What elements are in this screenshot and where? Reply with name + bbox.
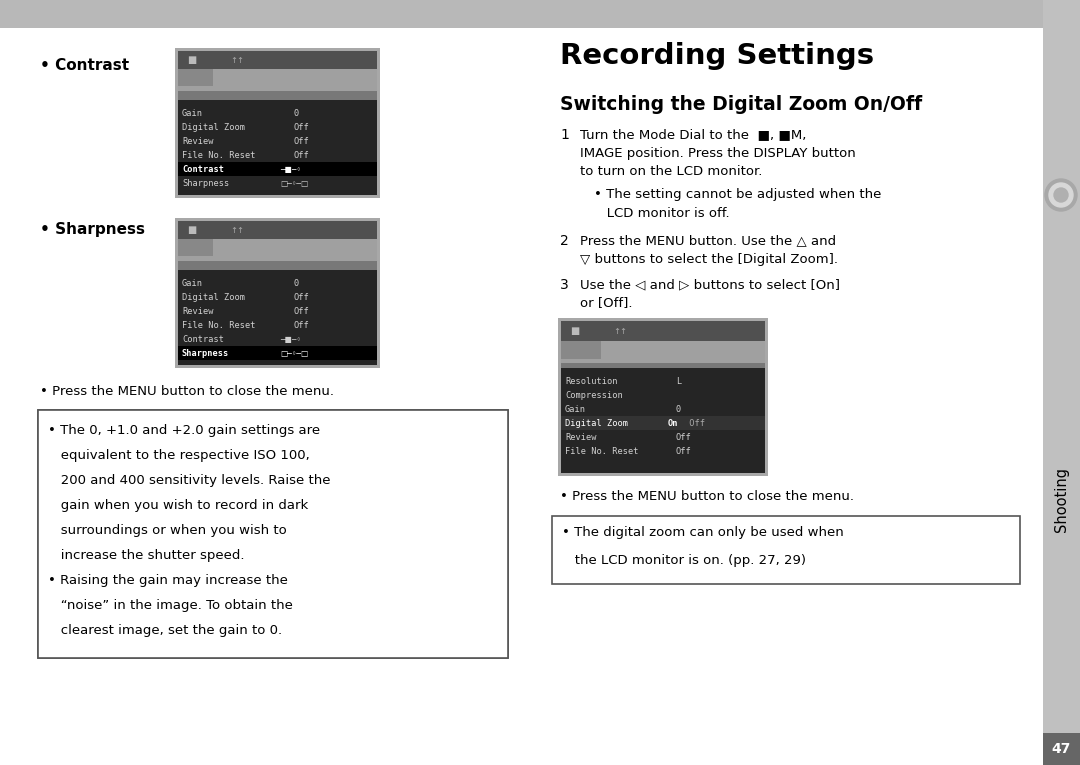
Text: Recording Settings: Recording Settings: [561, 42, 874, 70]
Text: Compression: Compression: [565, 390, 623, 399]
Text: the LCD monitor is on. (pp. 27, 29): the LCD monitor is on. (pp. 27, 29): [562, 554, 806, 567]
Text: Off: Off: [293, 122, 309, 132]
Bar: [561, 321, 765, 341]
Bar: [178, 221, 213, 256]
Text: ↑↑: ↑↑: [613, 327, 627, 336]
Text: File No. Reset: File No. Reset: [183, 151, 256, 159]
Text: L: L: [676, 376, 681, 386]
Text: File No. Reset: File No. Reset: [565, 447, 638, 455]
Text: Gain: Gain: [183, 109, 203, 118]
Bar: [178, 51, 213, 86]
Bar: [561, 416, 765, 430]
Text: Resolution: Resolution: [565, 376, 618, 386]
Bar: [178, 221, 377, 365]
Bar: [38, 410, 508, 658]
Text: Contrast: Contrast: [183, 334, 224, 343]
Text: equivalent to the respective ISO 100,: equivalent to the respective ISO 100,: [48, 449, 310, 462]
Text: Use the ◁ and ▷ buttons to select [On]
or [Off].: Use the ◁ and ▷ buttons to select [On] o…: [580, 278, 840, 310]
Text: 0: 0: [293, 278, 298, 288]
Text: Off: Off: [676, 447, 692, 455]
Text: 0: 0: [293, 109, 298, 118]
Text: Turn the Mode Dial to the  ■, ■M,
IMAGE position. Press the DISPLAY button
to tu: Turn the Mode Dial to the ■, ■M, IMAGE p…: [580, 128, 855, 178]
Text: ↑↑: ↑↑: [230, 56, 244, 64]
Text: Digital Zoom: Digital Zoom: [565, 418, 627, 428]
Text: □─◦─□: □─◦─□: [280, 178, 308, 187]
Text: ↑↑: ↑↑: [230, 226, 244, 235]
Bar: [178, 51, 377, 195]
Circle shape: [1054, 188, 1068, 202]
Text: ■: ■: [187, 225, 197, 235]
Bar: [178, 51, 377, 91]
Bar: [178, 162, 377, 176]
Text: gain when you wish to record in dark: gain when you wish to record in dark: [48, 499, 308, 512]
Text: 200 and 400 sensitivity levels. Raise the: 200 and 400 sensitivity levels. Raise th…: [48, 474, 330, 487]
Bar: [178, 346, 377, 360]
Bar: [175, 218, 380, 368]
Bar: [1043, 733, 1080, 765]
Text: increase the shutter speed.: increase the shutter speed.: [48, 549, 244, 562]
Bar: [178, 270, 377, 365]
Text: Off: Off: [676, 432, 692, 441]
Text: Sharpness: Sharpness: [183, 178, 229, 187]
Text: ■: ■: [187, 55, 197, 65]
Bar: [561, 368, 765, 473]
Text: Off: Off: [293, 151, 309, 159]
Text: □─◦─□: □─◦─□: [280, 349, 308, 357]
Text: ─■─◦: ─■─◦: [280, 334, 301, 343]
Circle shape: [1045, 179, 1077, 211]
Text: Gain: Gain: [565, 405, 586, 414]
Text: • Press the MENU button to close the menu.: • Press the MENU button to close the men…: [40, 385, 334, 398]
Bar: [0, 0, 1080, 28]
Text: 1: 1: [561, 128, 569, 142]
Bar: [178, 221, 377, 261]
Text: Off: Off: [293, 136, 309, 145]
Text: Sharpness: Sharpness: [183, 349, 229, 357]
Bar: [1043, 0, 1080, 765]
Text: 0: 0: [676, 405, 681, 414]
Bar: [558, 318, 768, 476]
Text: Review: Review: [565, 432, 596, 441]
Bar: [561, 321, 600, 359]
Bar: [561, 321, 765, 473]
Text: 47: 47: [1051, 742, 1070, 756]
Text: On: On: [669, 418, 678, 428]
Text: Review: Review: [183, 307, 214, 315]
Text: File No. Reset: File No. Reset: [183, 321, 256, 330]
Text: Review: Review: [183, 136, 214, 145]
Bar: [178, 221, 377, 239]
Text: • Sharpness: • Sharpness: [40, 222, 145, 237]
Bar: [178, 100, 377, 195]
Bar: [175, 48, 380, 198]
Text: • The setting cannot be adjusted when the
   LCD monitor is off.: • The setting cannot be adjusted when th…: [594, 188, 881, 220]
Text: • Press the MENU button to close the menu.: • Press the MENU button to close the men…: [561, 490, 854, 503]
Text: 2: 2: [561, 234, 569, 248]
Text: Off: Off: [293, 292, 309, 301]
Text: ■: ■: [570, 326, 579, 336]
Text: Shooting: Shooting: [1054, 467, 1069, 532]
Text: Press the MENU button. Use the △ and
▽ buttons to select the [Digital Zoom].: Press the MENU button. Use the △ and ▽ b…: [580, 234, 838, 265]
Text: clearest image, set the gain to 0.: clearest image, set the gain to 0.: [48, 624, 282, 637]
Text: • The 0, +1.0 and +2.0 gain settings are: • The 0, +1.0 and +2.0 gain settings are: [48, 424, 320, 437]
Text: Off: Off: [293, 307, 309, 315]
Text: Off: Off: [684, 418, 705, 428]
Text: Switching the Digital Zoom On/Off: Switching the Digital Zoom On/Off: [561, 95, 922, 114]
Bar: [552, 516, 1020, 584]
Text: Gain: Gain: [183, 278, 203, 288]
Text: Digital Zoom: Digital Zoom: [183, 122, 245, 132]
Text: ─■─◦: ─■─◦: [280, 164, 301, 174]
Bar: [178, 51, 377, 69]
Text: surroundings or when you wish to: surroundings or when you wish to: [48, 524, 287, 537]
Text: “noise” in the image. To obtain the: “noise” in the image. To obtain the: [48, 599, 293, 612]
Text: Digital Zoom: Digital Zoom: [183, 292, 245, 301]
Text: Contrast: Contrast: [183, 164, 224, 174]
Bar: [561, 321, 765, 363]
Text: 3: 3: [561, 278, 569, 292]
Circle shape: [1049, 183, 1074, 207]
Bar: [38, 410, 508, 658]
Text: • The digital zoom can only be used when: • The digital zoom can only be used when: [562, 526, 843, 539]
Text: Off: Off: [293, 321, 309, 330]
Text: • Contrast: • Contrast: [40, 58, 130, 73]
Text: • Raising the gain may increase the: • Raising the gain may increase the: [48, 574, 288, 587]
